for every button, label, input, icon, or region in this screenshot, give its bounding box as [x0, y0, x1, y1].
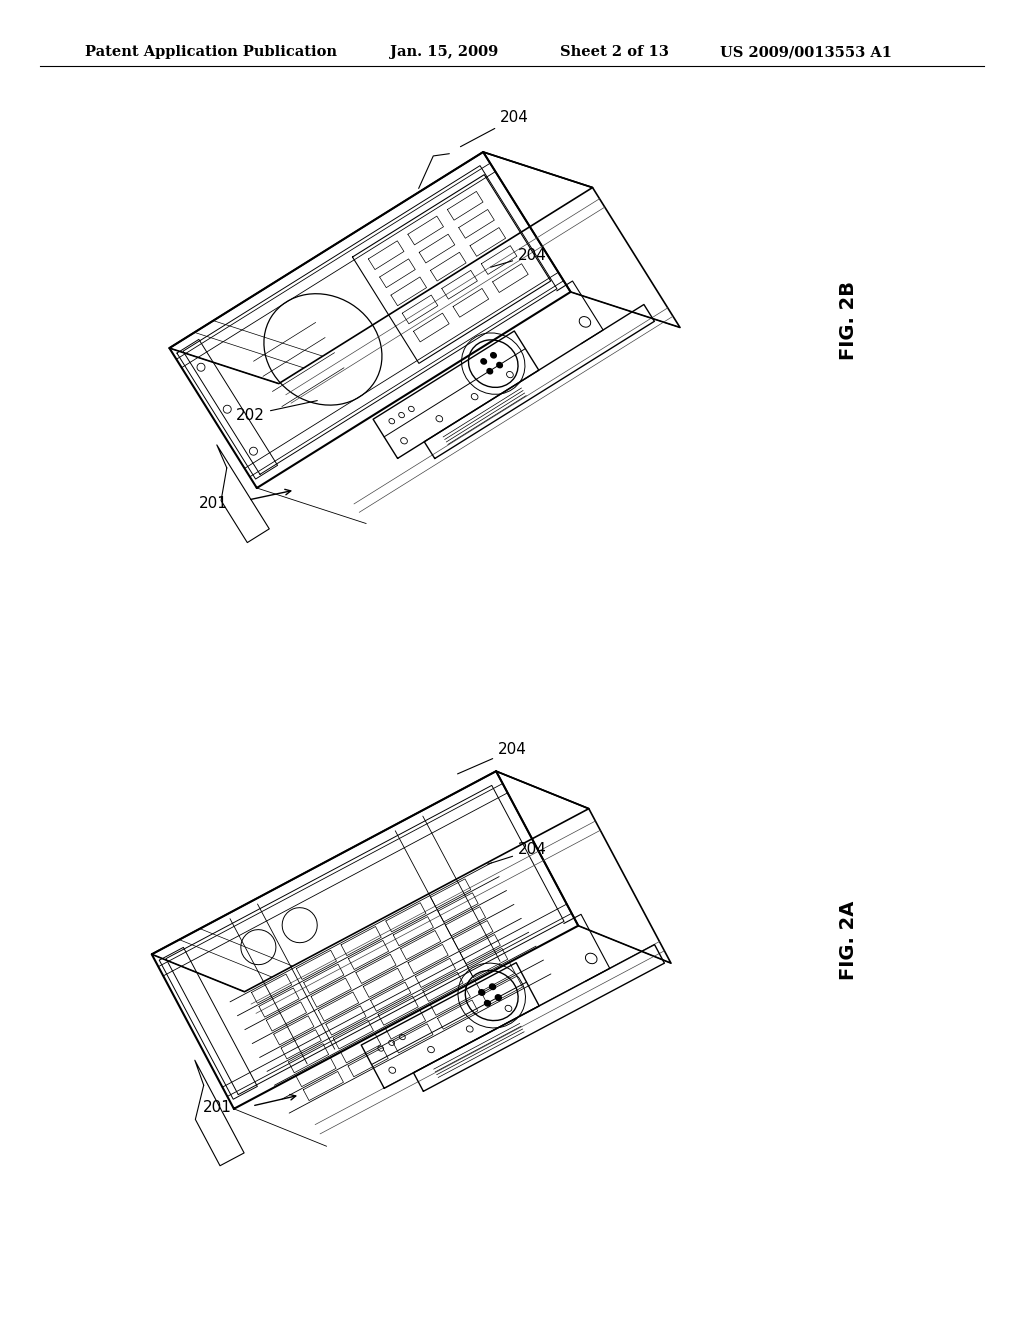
Text: 204: 204 — [461, 111, 528, 147]
Ellipse shape — [487, 368, 493, 374]
Text: FIG. 2B: FIG. 2B — [839, 281, 857, 359]
Text: Jan. 15, 2009: Jan. 15, 2009 — [390, 45, 499, 59]
Ellipse shape — [490, 352, 497, 358]
Text: 204: 204 — [487, 842, 547, 865]
Ellipse shape — [481, 359, 486, 364]
Text: Patent Application Publication: Patent Application Publication — [85, 45, 337, 59]
Text: US 2009/0013553 A1: US 2009/0013553 A1 — [720, 45, 892, 59]
Text: 204: 204 — [490, 248, 547, 267]
Ellipse shape — [479, 990, 484, 995]
Text: 201: 201 — [203, 1101, 232, 1115]
Ellipse shape — [496, 995, 502, 1001]
Text: FIG. 2A: FIG. 2A — [839, 900, 857, 979]
Text: 202: 202 — [237, 400, 317, 422]
Text: Sheet 2 of 13: Sheet 2 of 13 — [560, 45, 669, 59]
Ellipse shape — [489, 983, 496, 990]
Ellipse shape — [484, 1001, 490, 1006]
Text: 201: 201 — [199, 495, 228, 511]
Text: 204: 204 — [458, 742, 527, 774]
Ellipse shape — [497, 363, 503, 368]
